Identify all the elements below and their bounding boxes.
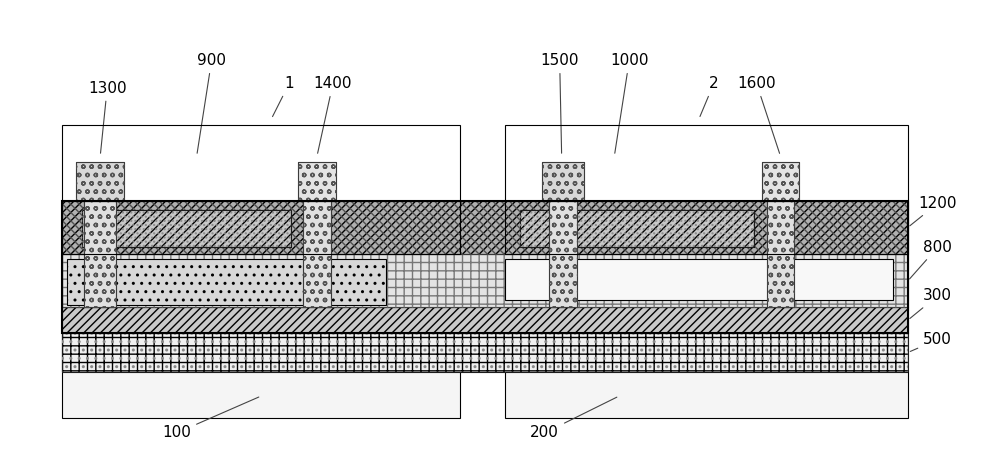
Text: 1: 1 — [273, 76, 294, 117]
Bar — [84, 201, 116, 307]
Bar — [298, 162, 336, 201]
Bar — [62, 307, 908, 333]
Bar — [542, 162, 584, 201]
Bar — [62, 333, 908, 372]
Bar — [298, 162, 336, 201]
Bar — [62, 201, 908, 254]
Bar — [82, 211, 291, 248]
Bar — [303, 201, 331, 307]
Bar — [62, 254, 908, 307]
Text: 1600: 1600 — [737, 76, 780, 153]
Text: 1200: 1200 — [910, 196, 957, 226]
Text: 300: 300 — [910, 288, 952, 318]
Bar — [549, 201, 577, 307]
Text: 500: 500 — [910, 332, 952, 352]
Bar — [505, 125, 908, 254]
Bar — [76, 162, 124, 201]
Text: 1500: 1500 — [540, 53, 579, 153]
Text: 1000: 1000 — [610, 53, 649, 153]
Bar — [303, 201, 331, 307]
Bar — [67, 259, 386, 305]
Text: 1400: 1400 — [314, 76, 352, 153]
Bar — [62, 372, 460, 418]
Text: 100: 100 — [162, 397, 259, 440]
Bar — [520, 211, 754, 248]
Text: 2: 2 — [700, 76, 719, 116]
Bar — [82, 211, 291, 248]
Bar — [505, 372, 908, 418]
Bar — [767, 201, 794, 307]
Bar — [62, 201, 908, 333]
Bar — [542, 162, 584, 201]
Text: 800: 800 — [910, 240, 952, 279]
Bar — [62, 254, 908, 307]
Bar — [62, 125, 460, 254]
Text: 900: 900 — [197, 53, 226, 153]
Bar — [762, 162, 799, 201]
Bar — [76, 162, 124, 201]
Bar — [762, 162, 799, 201]
Bar — [84, 201, 116, 307]
Bar — [62, 333, 908, 372]
Bar — [767, 201, 794, 307]
Bar — [520, 211, 754, 248]
Bar — [62, 201, 908, 254]
Text: 200: 200 — [530, 397, 617, 440]
Text: 1300: 1300 — [88, 81, 127, 153]
Bar — [505, 259, 893, 300]
Bar — [549, 201, 577, 307]
